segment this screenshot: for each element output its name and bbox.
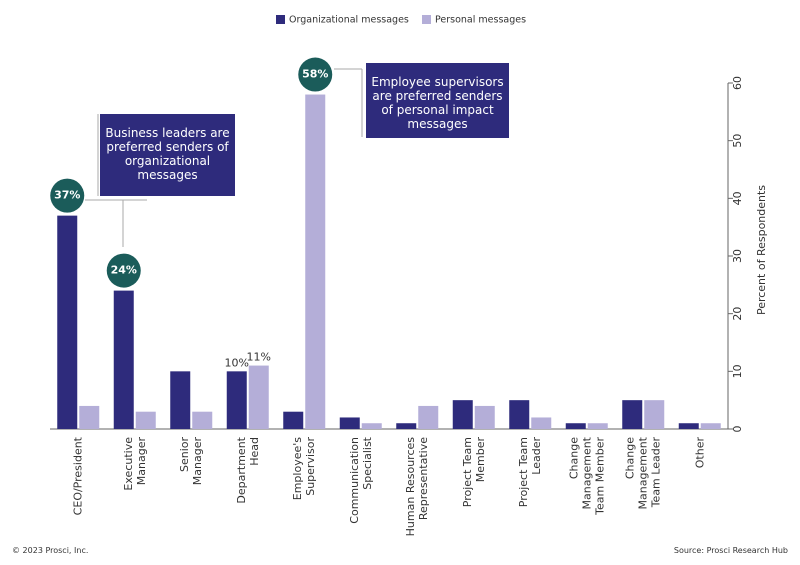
bar — [622, 400, 643, 429]
label-badge — [298, 57, 333, 92]
bar — [79, 405, 100, 429]
legend-swatch — [276, 15, 285, 24]
bar — [57, 215, 78, 429]
bar — [135, 411, 156, 429]
x-tick-label: Change Management Team Member — [567, 437, 607, 515]
annotation: Employee supervisors are preferred sende… — [366, 63, 509, 138]
data-label: 37% — [54, 189, 80, 202]
bar — [531, 417, 552, 429]
bar — [192, 411, 213, 429]
x-tick-label: CEO/President — [71, 437, 85, 516]
bar — [226, 371, 247, 429]
data-label: 24% — [111, 264, 137, 277]
x-tick-label: Project Team Member — [460, 437, 487, 508]
bar — [587, 423, 608, 429]
bar — [452, 400, 473, 429]
copyright: © 2023 Prosci, Inc. — [12, 546, 89, 555]
data-label: 10% — [225, 356, 249, 369]
bar — [283, 411, 304, 429]
legend-swatch — [422, 15, 431, 24]
bar — [305, 94, 326, 430]
bar — [700, 423, 721, 429]
data-label: 58% — [302, 68, 328, 81]
bar — [565, 423, 586, 429]
x-tick-label: Project Team Leader — [517, 437, 544, 508]
bar — [418, 405, 439, 429]
bar — [113, 290, 134, 429]
data-label: 11% — [247, 351, 271, 364]
label-badge — [106, 253, 141, 288]
bar — [339, 417, 360, 429]
x-tick-label: Other — [693, 437, 707, 469]
x-tick-label: Senior Manager — [178, 437, 205, 486]
y-tick-label: 0 — [731, 426, 744, 433]
x-tick-label: Executive Manager — [121, 437, 148, 491]
source: Source: Prosci Research Hub — [673, 546, 788, 555]
x-tick-label: Communication Specialist — [347, 437, 374, 524]
legend-label: Personal messages — [435, 15, 526, 26]
bar — [170, 371, 191, 429]
bar — [474, 405, 495, 429]
legend-label: Organizational messages — [289, 15, 409, 26]
bar — [361, 423, 382, 429]
y-tick-label: 20 — [731, 307, 744, 321]
y-tick-label: 40 — [731, 191, 744, 205]
x-tick-label: Human Resources Representative — [404, 437, 431, 537]
y-tick-label: 30 — [731, 249, 744, 263]
bar — [678, 423, 699, 429]
bar — [509, 400, 530, 429]
annotation: Business leaders are preferred senders o… — [100, 114, 235, 196]
y-axis-title: Percent of Respondents — [755, 185, 768, 315]
bar — [644, 400, 665, 429]
bar — [248, 365, 269, 429]
label-badge — [50, 178, 85, 213]
x-tick-label: Employee's Supervisor — [291, 437, 318, 501]
x-tick-label: Change Management Team Leader — [623, 437, 663, 510]
bar — [396, 423, 417, 429]
x-tick-label: Department Head — [234, 437, 261, 504]
y-tick-label: 60 — [731, 76, 744, 90]
y-tick-label: 50 — [731, 134, 744, 148]
y-tick-label: 10 — [731, 364, 744, 378]
